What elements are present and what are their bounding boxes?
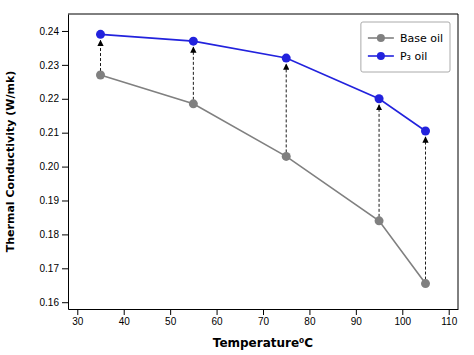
point <box>96 30 105 39</box>
tick: 0.23 <box>40 60 68 71</box>
frame <box>68 14 458 15</box>
tick: 60 <box>212 309 224 327</box>
tick-mark <box>62 167 68 168</box>
tick: 90 <box>351 309 363 327</box>
point <box>189 99 198 108</box>
tick: 80 <box>304 309 316 327</box>
point <box>375 216 384 225</box>
change-arrow <box>100 40 101 71</box>
tick-label: 30 <box>72 316 84 327</box>
tick-label: 0.16 <box>40 297 60 308</box>
tick-mark <box>124 309 125 315</box>
legend-item: P₃ oil <box>368 50 427 63</box>
point <box>375 94 384 103</box>
tick: 110 <box>441 309 457 327</box>
tick-mark <box>62 302 68 303</box>
tick: 70 <box>258 309 270 327</box>
tick-label: 0.21 <box>40 127 60 138</box>
tick-label: 110 <box>441 316 457 327</box>
tick-mark <box>62 31 68 32</box>
series-line <box>101 75 426 284</box>
change-arrow <box>286 64 287 152</box>
frame <box>458 14 459 309</box>
tick: 40 <box>119 309 131 327</box>
tick-label: 100 <box>394 316 411 327</box>
point <box>421 126 430 135</box>
tick: 0.21 <box>40 127 68 138</box>
tick-mark <box>309 309 310 315</box>
tick-mark <box>263 309 264 315</box>
tick-label: 0.17 <box>40 263 60 274</box>
point <box>421 279 430 288</box>
tick-label: 0.23 <box>40 60 60 71</box>
tick-mark <box>402 309 403 315</box>
tick-mark <box>62 133 68 134</box>
tick-label: 0.22 <box>40 93 60 104</box>
legend: Base oil P₃ oil <box>361 22 450 72</box>
point <box>282 54 291 63</box>
tick: 0.17 <box>40 263 68 274</box>
tick: 0.16 <box>40 297 68 308</box>
legend-swatch <box>377 34 385 42</box>
tick-label: 0.24 <box>40 26 60 37</box>
tick-mark <box>217 309 218 315</box>
tick: 0.22 <box>40 93 68 104</box>
tick-label: 80 <box>304 316 316 327</box>
change-arrow <box>379 105 380 217</box>
y-axis-title: Thermal Conductivity (W/mk) <box>4 71 17 253</box>
tick-mark <box>62 234 68 235</box>
tick-mark <box>62 200 68 201</box>
tick-label: 0.20 <box>40 161 60 172</box>
tick-mark <box>62 65 68 66</box>
tick: 0.18 <box>40 229 68 240</box>
change-arrow <box>193 47 194 100</box>
tick-label: 90 <box>351 316 363 327</box>
legend-swatch <box>377 52 385 60</box>
tick-label: 70 <box>258 316 270 327</box>
tick: 0.19 <box>40 195 68 206</box>
point <box>189 37 198 46</box>
tick-label: 40 <box>119 316 131 327</box>
legend-item: Base oil <box>368 32 443 45</box>
legend-label: P₃ oil <box>400 50 427 63</box>
chart: 30 40 50 60 70 80 90 100 110 0.16 0.17 0.18 0.19 0.20… <box>0 0 474 355</box>
tick-mark <box>449 309 450 315</box>
tick: 0.24 <box>40 26 68 37</box>
tick: 0.20 <box>40 161 68 172</box>
tick-mark <box>77 309 78 315</box>
point <box>96 71 105 80</box>
axis-line <box>68 15 69 310</box>
x-axis: 30 40 50 60 70 80 90 100 110 <box>69 309 459 327</box>
tick-mark <box>62 99 68 100</box>
tick-label: 0.19 <box>40 195 60 206</box>
y-axis: 0.16 0.17 0.18 0.19 0.20 0.21 0.22 0.23 0.24 <box>40 15 69 310</box>
x-axis-title: Temperature⁰C <box>213 336 314 350</box>
legend-box <box>361 22 450 72</box>
tick-label: 60 <box>212 316 224 327</box>
tick-mark <box>170 309 171 315</box>
point <box>282 152 291 161</box>
tick-label: 50 <box>165 316 177 327</box>
tick: 100 <box>394 309 411 327</box>
plot: 30 40 50 60 70 80 90 100 110 0.16 0.17 0.18 0.19 0.20… <box>40 14 459 327</box>
legend-label: Base oil <box>400 32 443 45</box>
tick-label: 0.18 <box>40 229 60 240</box>
tick-mark <box>356 309 357 315</box>
tick-mark <box>62 268 68 269</box>
change-arrow <box>425 137 426 280</box>
tick: 30 <box>72 309 84 327</box>
tick: 50 <box>165 309 177 327</box>
